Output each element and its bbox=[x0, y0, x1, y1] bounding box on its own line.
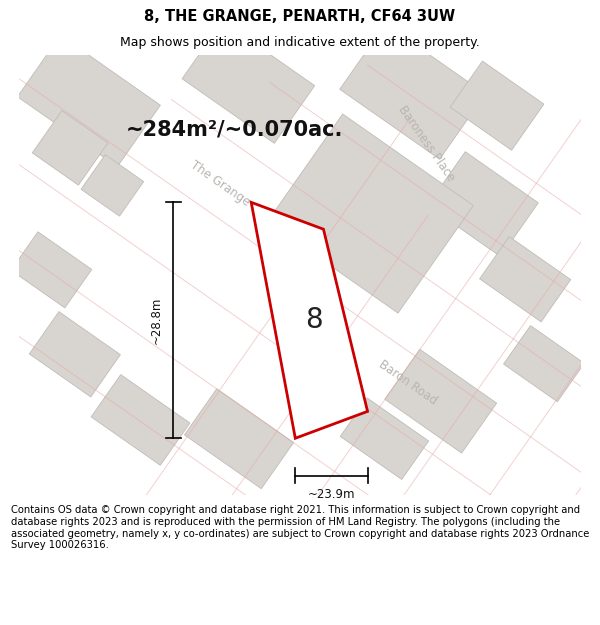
Polygon shape bbox=[91, 374, 190, 465]
Text: ~284m²/~0.070ac.: ~284m²/~0.070ac. bbox=[125, 119, 343, 139]
Polygon shape bbox=[450, 61, 544, 150]
Polygon shape bbox=[29, 312, 121, 397]
Text: 8, THE GRANGE, PENARTH, CF64 3UW: 8, THE GRANGE, PENARTH, CF64 3UW bbox=[145, 9, 455, 24]
Polygon shape bbox=[81, 154, 143, 216]
Polygon shape bbox=[182, 21, 314, 143]
Polygon shape bbox=[32, 111, 108, 185]
Text: Baroness Place: Baroness Place bbox=[396, 103, 458, 184]
Text: Map shows position and indicative extent of the property.: Map shows position and indicative extent… bbox=[120, 36, 480, 49]
Text: Contains OS data © Crown copyright and database right 2021. This information is : Contains OS data © Crown copyright and d… bbox=[11, 506, 589, 550]
Polygon shape bbox=[340, 24, 485, 159]
Polygon shape bbox=[479, 237, 571, 322]
Polygon shape bbox=[11, 232, 92, 308]
Text: ~23.9m: ~23.9m bbox=[308, 488, 355, 501]
Polygon shape bbox=[385, 349, 497, 453]
Polygon shape bbox=[184, 389, 293, 489]
Text: Baron Road: Baron Road bbox=[376, 357, 439, 408]
Polygon shape bbox=[251, 202, 368, 438]
Text: The Grange: The Grange bbox=[188, 158, 253, 209]
Polygon shape bbox=[503, 326, 584, 402]
Polygon shape bbox=[340, 398, 428, 479]
Text: ~28.8m: ~28.8m bbox=[150, 297, 163, 344]
Polygon shape bbox=[428, 152, 538, 257]
Polygon shape bbox=[17, 35, 160, 167]
Polygon shape bbox=[268, 114, 473, 313]
Text: 8: 8 bbox=[305, 306, 323, 334]
